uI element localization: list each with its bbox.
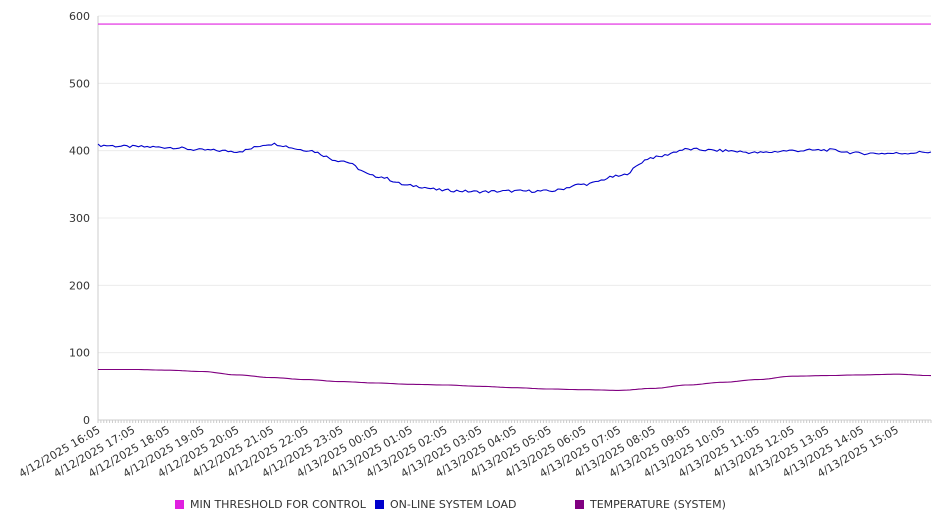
- series-lines: [97, 23, 932, 391]
- y-axis: 0 100 200 300 400 500 600: [69, 10, 99, 427]
- legend-swatch-min-threshold: [175, 500, 184, 509]
- x-axis: 4/12/2025 16:054/12/2025 17:054/12/2025 …: [17, 419, 932, 480]
- legend-item-min-threshold: MIN THRESHOLD FOR CONTROL: [175, 498, 366, 511]
- legend-label-system-load: ON-LINE SYSTEM LOAD: [390, 498, 517, 511]
- y-tick-label: 500: [69, 77, 90, 90]
- legend-label-min-threshold: MIN THRESHOLD FOR CONTROL: [190, 498, 366, 511]
- legend-item-temperature: TEMPERATURE (SYSTEM): [575, 498, 726, 511]
- y-tick-label: 0: [83, 414, 90, 427]
- legend: MIN THRESHOLD FOR CONTROL ON-LINE SYSTEM…: [0, 498, 946, 514]
- y-tick-label: 600: [69, 10, 90, 23]
- legend-swatch-temperature: [575, 500, 584, 509]
- legend-label-temperature: TEMPERATURE (SYSTEM): [590, 498, 726, 511]
- gridlines: [98, 15, 931, 354]
- legend-item-system-load: ON-LINE SYSTEM LOAD: [375, 498, 516, 511]
- legend-swatch-system-load: [375, 500, 384, 509]
- y-tick-label: 100: [69, 347, 90, 360]
- y-tick-label: 200: [69, 279, 90, 292]
- y-tick-label: 300: [69, 212, 90, 225]
- series-line-2: [98, 368, 932, 391]
- series-line-1: [97, 142, 932, 194]
- y-tick-label: 400: [69, 145, 90, 158]
